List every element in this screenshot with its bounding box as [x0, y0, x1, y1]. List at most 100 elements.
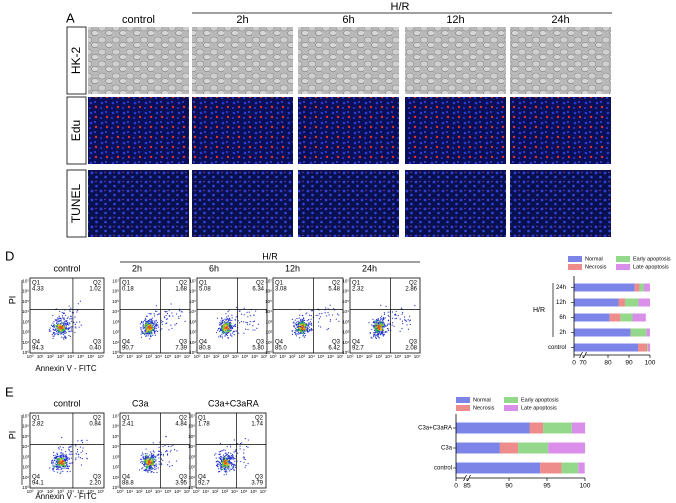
cell-dot	[62, 456, 65, 458]
cell-dot	[244, 459, 246, 461]
cell-dot	[382, 333, 384, 335]
cell-dot	[246, 321, 248, 324]
cell-dot	[76, 448, 79, 451]
category-label: C3a	[441, 446, 453, 452]
cell-dot	[155, 465, 158, 468]
cell-dot	[75, 453, 77, 455]
cell-dot	[240, 460, 242, 463]
quadrant-value: 2.41	[122, 422, 134, 428]
legend-label: Early apoptosis	[521, 397, 559, 403]
cell-dot	[234, 451, 236, 453]
cell-dot	[239, 445, 241, 447]
x-axis-label: Annexin V - FITC	[35, 492, 97, 501]
cell-dot-dense	[381, 324, 384, 326]
cell-dot-dense	[58, 461, 61, 463]
cell-dot	[234, 449, 237, 451]
cell-dot	[252, 321, 254, 323]
cell-dot	[184, 320, 186, 322]
quadrant-value: 3.08	[275, 287, 287, 293]
cell-dot	[156, 321, 158, 324]
bar-segment	[574, 343, 639, 352]
cell-dot	[141, 452, 144, 454]
quadrant-name: Q1	[198, 416, 207, 422]
cell-dot	[150, 465, 152, 467]
cell-dot	[144, 329, 146, 331]
cell-dot	[68, 334, 70, 337]
cell-dot	[406, 324, 408, 326]
cell-dot	[81, 450, 84, 452]
cell-dot	[144, 331, 147, 333]
cell-dot	[255, 310, 257, 312]
cell-dot	[60, 471, 62, 473]
y-tick-label: 10¹	[22, 475, 29, 480]
cell-dot	[243, 321, 245, 323]
cell-dot	[332, 314, 334, 316]
cell-dot	[65, 324, 67, 327]
cell-dot	[154, 466, 156, 468]
y-tick-label: 10³	[189, 319, 196, 324]
cell-dot	[69, 323, 71, 325]
cell-dot-dense	[225, 326, 228, 329]
cell-dot	[65, 337, 67, 339]
cell-dot-dense	[221, 468, 224, 471]
cell-dot-dense	[61, 322, 63, 324]
x-tick-label: 10⁰	[117, 354, 124, 359]
cell-dot	[318, 325, 320, 327]
cell-dot	[142, 321, 144, 323]
cell-dot	[376, 322, 378, 324]
x-tick-label: 10¹	[37, 489, 44, 494]
cell-dot	[64, 459, 66, 461]
cell-dot	[234, 460, 236, 462]
cell-dot	[53, 326, 55, 328]
micrograph	[510, 97, 611, 164]
cell-dot-dense	[300, 330, 302, 333]
cell-dot	[150, 313, 152, 315]
bar-segment	[540, 462, 562, 474]
x-tick-label: 10³	[222, 489, 229, 494]
cell-dot	[144, 464, 146, 466]
cell-dot	[148, 320, 150, 322]
cell-dot	[61, 453, 63, 456]
cell-dot	[140, 326, 142, 329]
cell-dot	[172, 315, 174, 317]
quadrant-value: 5.08	[199, 287, 211, 293]
cell-dot	[145, 456, 147, 458]
cell-dot	[393, 325, 395, 327]
cell-dot	[382, 334, 384, 336]
cell-dot	[155, 464, 157, 466]
cell-dot	[307, 330, 309, 333]
cell-dot	[248, 311, 250, 313]
cell-dot	[165, 314, 167, 317]
y-tick-label: 10¹	[22, 340, 29, 345]
cell-dot	[232, 466, 234, 469]
y-tick-label: 10⁴	[265, 309, 272, 314]
quadrant-name: Q3	[179, 340, 188, 346]
cell-dot	[302, 335, 304, 337]
x-tick-label: 10³	[299, 354, 306, 359]
cell-dot	[299, 333, 301, 335]
quadrant-name: Q4	[275, 340, 284, 346]
cell-dot-dense	[295, 329, 298, 331]
panel-letter: A	[66, 10, 75, 25]
cell-dot-dense	[60, 458, 62, 461]
cell-dot	[409, 315, 411, 317]
cell-dot	[51, 459, 53, 462]
x-tick-label: 10⁵	[242, 354, 249, 359]
cell-dot	[300, 320, 302, 322]
cell-dot	[395, 317, 398, 319]
cell-dot	[216, 317, 218, 319]
x-tick-label: 100	[580, 483, 591, 490]
cell-dot	[142, 464, 145, 466]
cell-dot	[75, 445, 77, 447]
cell-dot	[168, 329, 170, 331]
cell-dot	[222, 456, 224, 459]
cell-dot	[62, 331, 64, 333]
cell-dot-dense	[150, 461, 153, 464]
cell-dot	[371, 328, 373, 331]
quadrant-name: Q1	[32, 416, 41, 422]
y-tick-label: 10⁶	[265, 289, 272, 294]
y-tick-label: 10³	[342, 319, 349, 324]
quadrant-name: Q3	[179, 475, 188, 481]
cell-dot	[225, 319, 227, 321]
cell-dot	[162, 459, 164, 462]
